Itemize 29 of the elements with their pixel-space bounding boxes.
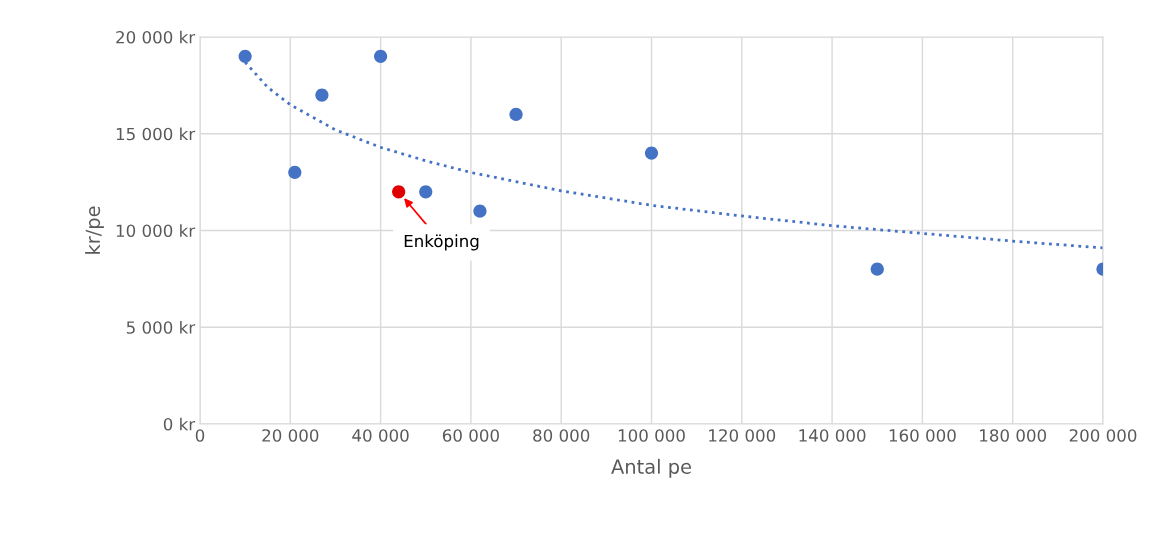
y-tick-label: 15 000 kr (116, 127, 196, 141)
point (238, 49, 252, 63)
point (870, 262, 884, 276)
point (644, 146, 659, 160)
point (288, 165, 302, 180)
annotation: Enköping (404, 234, 479, 251)
x-tick-label: 200 000 (1069, 429, 1137, 442)
y-axis-title: kr/pe (85, 206, 104, 254)
y-tick-label: 20 000 kr (116, 30, 196, 44)
y-tick-label: 10 000 kr (116, 224, 196, 238)
x-axis-title: Antal pe (611, 458, 691, 478)
x-tick-label: 20 000 (262, 429, 319, 442)
x-tick-label: 0 (195, 429, 205, 442)
x-tick-label: 140 000 (799, 429, 866, 442)
x-tick-label: 40 000 (352, 429, 409, 442)
x-tick-label: 160 000 (889, 429, 956, 442)
x-tick-label: 80 000 (533, 429, 590, 442)
point (509, 107, 523, 121)
point (374, 49, 388, 63)
y-tick-label: 5 000 kr (126, 320, 196, 334)
point (315, 88, 329, 102)
x-tick-label: 100 000 (618, 429, 685, 442)
y-tick-label: 0 kr (163, 417, 196, 431)
x-tick-label: 60 000 (442, 429, 499, 442)
point (419, 185, 433, 199)
point (392, 185, 406, 199)
x-tick-label: 180 000 (980, 429, 1047, 442)
point (473, 204, 487, 218)
x-tick-label: 120 000 (709, 429, 776, 442)
